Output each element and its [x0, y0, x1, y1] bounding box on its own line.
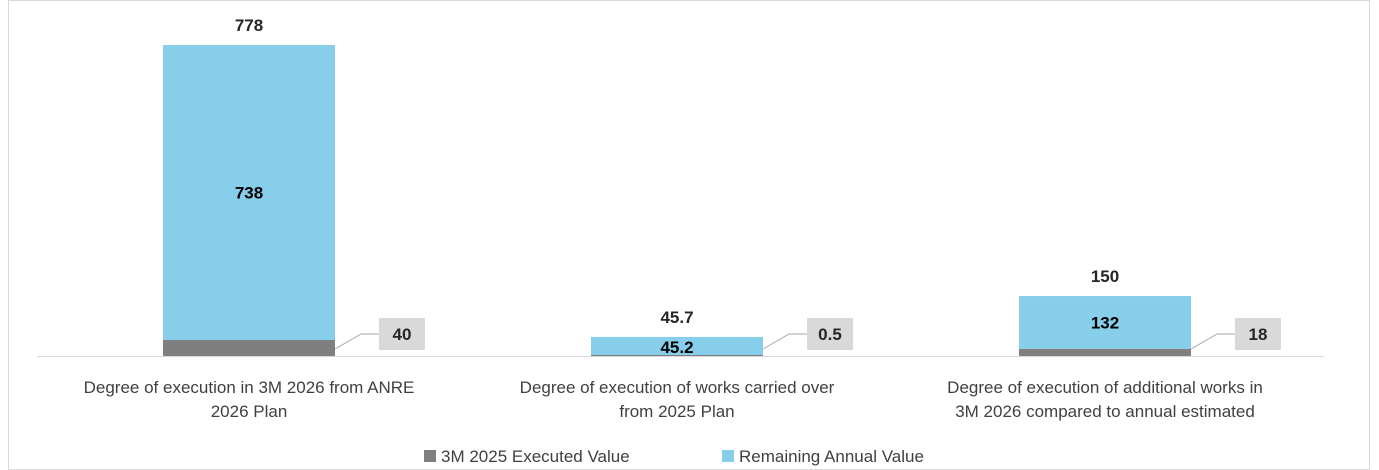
legend-swatch-executed: [424, 450, 436, 462]
category-label-1-line-2: 2026 Plan: [211, 402, 288, 421]
bar-remaining-3: [1019, 296, 1191, 349]
bars-layer: [163, 45, 1191, 356]
executed-callout-leader-1: [334, 333, 379, 350]
executed-callout-leader-3: [1190, 333, 1235, 350]
category-label-2-line-1: Degree of execution of works carried ove…: [520, 378, 835, 397]
category-label-3-line-1: Degree of execution of additional works …: [947, 378, 1263, 397]
chart-svg: 738 778 40 Degree of execution in 3M 2026 f…: [37, 16, 1324, 466]
legend: 3M 2025 Executed Value Remaining Annual …: [424, 447, 924, 466]
remaining-value-label-2: 45.2: [660, 338, 693, 357]
total-value-label-2: 45.7: [660, 308, 693, 327]
bar-remaining-2: [591, 336, 763, 355]
remaining-value-label-3: 132: [1091, 313, 1119, 332]
executed-value-label-3: 18: [1249, 325, 1268, 344]
category-label-1-line-1: Degree of execution in 3M 2026 from ANRE: [84, 378, 415, 397]
legend-swatch-remaining: [722, 450, 734, 462]
total-value-label-1: 778: [235, 16, 263, 35]
executed-value-label-1: 40: [393, 325, 412, 344]
executed-callout-box-1: [379, 318, 425, 350]
category-label-2-line-2: from 2025 Plan: [619, 402, 734, 421]
chart-frame: 738 778 40 Degree of execution in 3M 2026 f…: [8, 0, 1370, 470]
bar-executed-1: [163, 340, 335, 356]
bar-remaining-1: [163, 45, 335, 341]
labels-layer: 738 778 40 Degree of execution in 3M 2026 f…: [84, 16, 1281, 421]
category-label-3-line-2: 3M 2026 compared to annual estimated: [955, 402, 1255, 421]
total-value-label-3: 150: [1091, 267, 1119, 286]
executed-value-label-2: 0.5: [818, 325, 842, 344]
executed-callout-leader-2: [762, 333, 807, 350]
legend-label-remaining: Remaining Annual Value: [739, 447, 924, 466]
executed-callout-box-2: [807, 318, 853, 350]
bar-executed-2: [591, 355, 763, 356]
legend-label-executed: 3M 2025 Executed Value: [441, 447, 630, 466]
bar-executed-3: [1019, 348, 1191, 356]
executed-callout-box-3: [1235, 318, 1281, 350]
remaining-value-label-1: 738: [235, 184, 263, 203]
